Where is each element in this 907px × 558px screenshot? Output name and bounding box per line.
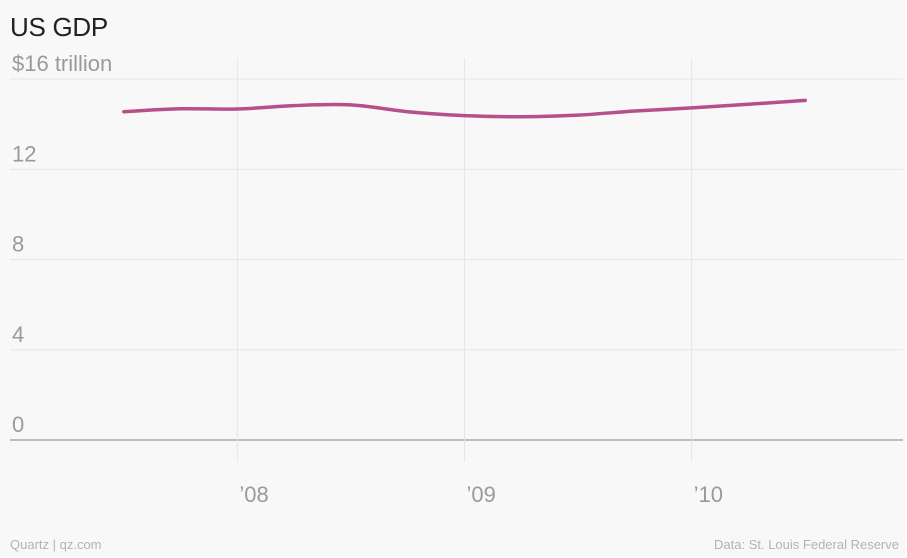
y-tick-label: 4: [12, 322, 24, 347]
data-point: [179, 107, 183, 111]
x-tick-label: ’10: [694, 482, 723, 507]
data-point: [690, 106, 694, 110]
data-point: [122, 110, 126, 114]
data-point: [292, 104, 296, 108]
source-credit: Quartz | qz.com: [10, 537, 102, 552]
data-point: [520, 115, 524, 119]
x-tick-label: ’08: [239, 482, 268, 507]
chart-title: US GDP: [10, 12, 108, 42]
x-tick-label: ’09: [467, 482, 496, 507]
data-point: [463, 114, 467, 118]
data-point: [236, 107, 240, 111]
y-tick-label: 0: [12, 412, 24, 437]
y-tick-label: $16 trillion: [12, 51, 112, 76]
data-point: [576, 113, 580, 117]
data-point: [349, 103, 353, 107]
data-source-note: Data: St. Louis Federal Reserve: [714, 537, 899, 552]
y-tick-label: 8: [12, 232, 24, 257]
gdp-series-line: [122, 98, 807, 119]
data-point: [406, 110, 410, 114]
data-point: [633, 109, 637, 113]
data-point: [803, 99, 807, 103]
data-point: [747, 103, 751, 107]
y-tick-label: 12: [12, 141, 36, 166]
